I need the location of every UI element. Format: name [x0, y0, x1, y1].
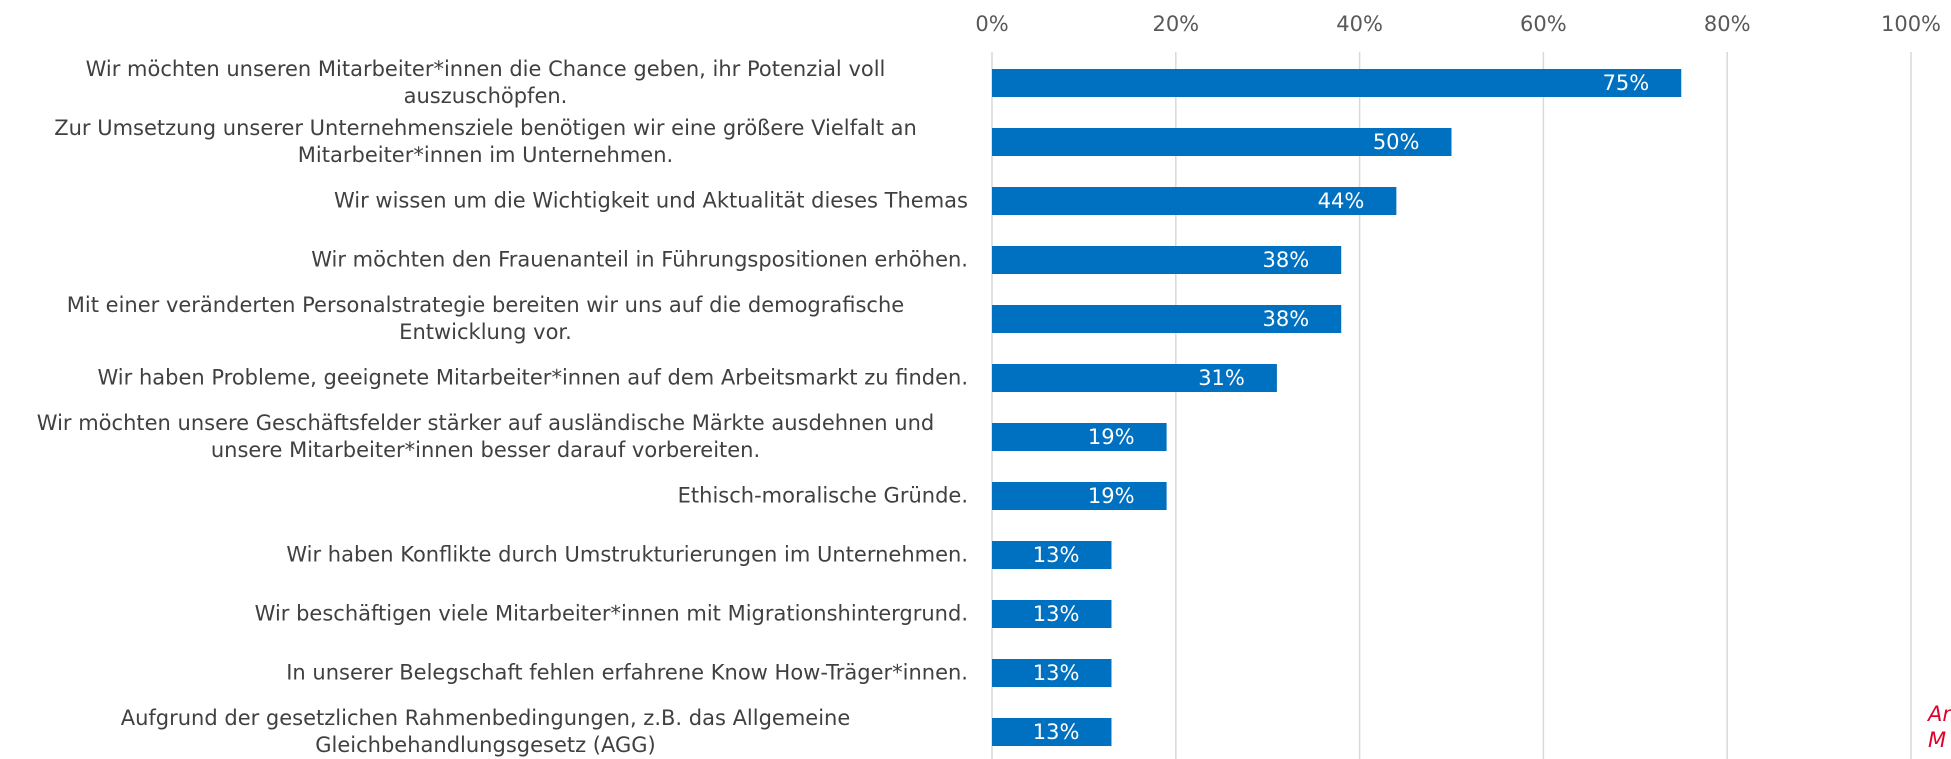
category-label: Ethisch-moralische Gründe. — [677, 483, 968, 508]
category-label: Zur Umsetzung unserer Unternehmensziele … — [54, 116, 917, 167]
value-label: 38% — [1263, 248, 1310, 272]
x-tick-label: 40% — [1336, 12, 1383, 36]
category-label: Wir möchten den Frauenanteil in Führungs… — [311, 247, 968, 272]
bar — [992, 69, 1682, 97]
category-label: Wir haben Probleme, geeignete Mitarbeite… — [97, 365, 969, 390]
bar — [992, 659, 1112, 687]
value-label: 31% — [1198, 366, 1245, 390]
bar — [992, 541, 1112, 569]
x-tick-label: 100% — [1881, 12, 1941, 36]
value-label: 19% — [1088, 425, 1135, 449]
x-tick-label: 60% — [1520, 12, 1567, 36]
bar — [992, 482, 1167, 510]
category-label: In unserer Belegschaft fehlen erfahrene … — [286, 660, 968, 685]
annotation: M — [1928, 728, 1947, 752]
bar — [992, 364, 1277, 392]
category-label: Wir beschäftigen viele Mitarbeiter*innen… — [254, 601, 968, 626]
bar — [992, 423, 1167, 451]
value-label: 13% — [1033, 720, 1080, 744]
bar — [992, 718, 1112, 746]
bar — [992, 128, 1452, 156]
bar — [992, 187, 1397, 215]
value-label: 13% — [1033, 543, 1080, 567]
value-label: 38% — [1263, 307, 1310, 331]
value-label: 13% — [1033, 602, 1080, 626]
bar — [992, 246, 1342, 274]
annotation: An — [1928, 702, 1951, 726]
category-label: Wir haben Konflikte durch Umstrukturieru… — [286, 542, 968, 567]
x-tick-label: 20% — [1152, 12, 1199, 36]
category-label: Aufgrund der gesetzlichen Rahmenbedingun… — [120, 706, 851, 757]
x-tick-label: 80% — [1704, 12, 1751, 36]
category-label: Wir möchten unsere Geschäftsfelder stärk… — [36, 411, 935, 462]
category-label: Wir wissen um die Wichtigkeit und Aktual… — [333, 188, 968, 213]
bar — [992, 600, 1112, 628]
value-label: 44% — [1318, 189, 1365, 213]
category-label: Mit einer veränderten Personalstrategie … — [66, 293, 905, 344]
value-label: 50% — [1373, 130, 1420, 154]
category-label: Wir möchten unseren Mitarbeiter*innen di… — [85, 57, 886, 108]
x-tick-label: 0% — [975, 12, 1008, 36]
value-label: 13% — [1033, 661, 1080, 685]
bar — [992, 305, 1342, 333]
value-label: 19% — [1088, 484, 1135, 508]
value-label: 75% — [1603, 71, 1650, 95]
